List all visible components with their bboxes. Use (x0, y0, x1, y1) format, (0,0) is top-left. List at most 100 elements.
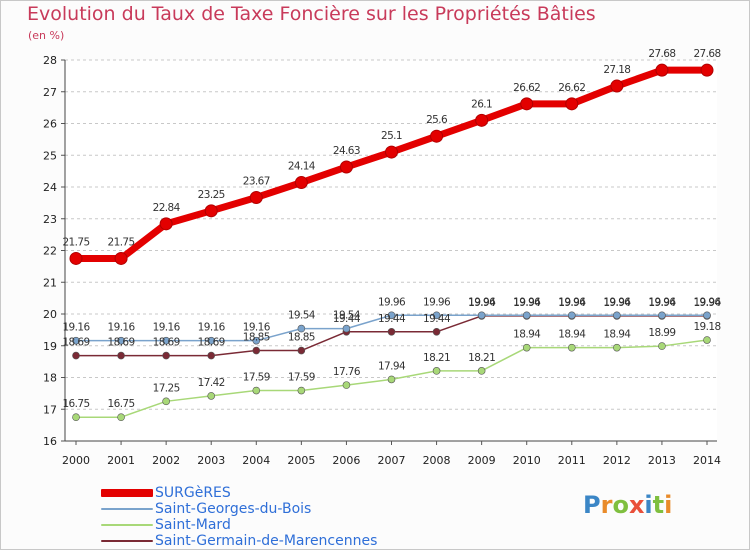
data-point (522, 343, 531, 352)
data-point (655, 63, 669, 77)
data-label: 26.1 (471, 98, 492, 110)
data-label: 24.14 (288, 161, 316, 173)
x-tick-label: 2004 (242, 454, 270, 467)
data-label: 25.1 (381, 130, 402, 142)
x-tick-label: 2001 (107, 454, 135, 467)
x-tick-label: 2012 (603, 454, 631, 467)
data-label: 17.94 (378, 360, 406, 372)
logo-letter: t (652, 491, 665, 519)
x-tick-label: 2008 (423, 454, 451, 467)
y-tick-label: 17 (43, 403, 57, 416)
data-label: 19.96 (648, 296, 676, 308)
data-point (159, 217, 173, 231)
data-point (565, 97, 579, 111)
data-point (339, 160, 353, 174)
data-label: 18.21 (423, 352, 450, 364)
data-point (207, 392, 216, 400)
data-point (117, 351, 125, 360)
data-point (207, 351, 216, 360)
data-label: 19.94 (603, 297, 631, 309)
legend-swatch (101, 489, 153, 497)
data-point (432, 327, 441, 336)
data-label: 19.18 (693, 321, 720, 333)
data-point (658, 311, 666, 320)
data-label: 19.96 (693, 296, 721, 308)
data-label: 16.75 (62, 398, 89, 410)
logo-letter: x (628, 491, 645, 519)
data-point (342, 381, 351, 389)
data-label: 24.63 (333, 145, 360, 157)
y-tick-label: 21 (43, 276, 57, 289)
data-point (252, 336, 261, 345)
data-label: 19.96 (423, 296, 451, 308)
data-label: 25.6 (426, 114, 448, 126)
data-point (567, 343, 576, 352)
legend-label: Saint-Germain-de-Marencennes (155, 533, 378, 549)
y-tick-label: 22 (43, 245, 57, 258)
data-label: 23.25 (198, 189, 225, 201)
data-label: 27.68 (648, 48, 675, 60)
legend-label: Saint-Georges-du-Bois (155, 501, 312, 517)
data-label: 26.62 (558, 82, 585, 94)
data-point (567, 311, 576, 320)
y-tick-label: 26 (43, 118, 57, 131)
data-label: 18.69 (153, 337, 180, 349)
data-point (387, 327, 396, 336)
data-point (297, 386, 306, 395)
data-point (252, 346, 261, 355)
data-point (117, 413, 125, 421)
y-tick-label: 24 (43, 181, 57, 194)
data-label: 19.44 (333, 313, 361, 325)
data-label: 22.84 (153, 202, 181, 214)
legend-label: SURGèRES (155, 485, 231, 501)
data-point (162, 397, 170, 406)
data-point (297, 324, 306, 333)
data-point (162, 336, 170, 345)
data-point (72, 413, 80, 421)
data-label: 17.59 (288, 372, 315, 384)
data-point (610, 79, 624, 93)
data-label: 18.69 (198, 337, 225, 349)
data-point (432, 367, 441, 375)
x-tick-label: 2005 (287, 454, 315, 467)
x-tick-label: 2011 (558, 454, 586, 467)
data-point (430, 129, 444, 143)
data-point (613, 311, 621, 320)
data-point (658, 342, 666, 350)
data-label: 19.16 (153, 322, 181, 334)
data-label: 27.68 (693, 48, 720, 60)
data-point (204, 204, 218, 218)
data-point (294, 176, 308, 190)
data-point (477, 311, 486, 320)
data-point (522, 311, 531, 320)
x-tick-label: 2007 (378, 454, 406, 467)
data-label: 21.75 (62, 236, 89, 248)
x-tick-label: 2014 (693, 454, 721, 467)
data-label: 19.94 (468, 297, 496, 309)
data-label: 19.16 (243, 322, 271, 334)
data-label: 19.54 (333, 310, 361, 322)
data-label: 18.85 (288, 332, 315, 344)
proxiti-logo: Proxiti (583, 491, 672, 519)
data-label: 18.94 (513, 329, 541, 341)
data-point (114, 251, 128, 265)
data-point (249, 190, 263, 204)
data-point (72, 336, 80, 345)
legend-swatch (101, 540, 153, 542)
legend-swatch (101, 508, 153, 510)
data-label: 19.96 (513, 296, 541, 308)
y-tick-label: 25 (43, 149, 57, 162)
data-label: 19.96 (558, 296, 586, 308)
chart-title: Evolution du Taux de Taxe Foncière sur l… (27, 3, 596, 25)
data-label: 16.75 (108, 398, 135, 410)
data-label: 17.76 (333, 366, 361, 378)
logo-letter: i (644, 491, 653, 519)
data-label: 19.96 (603, 296, 631, 308)
data-label: 26.62 (513, 82, 540, 94)
data-label: 18.69 (62, 337, 89, 349)
data-label: 27.18 (603, 64, 630, 76)
y-tick-label: 28 (43, 54, 57, 67)
logo-letter: r (600, 491, 613, 519)
x-tick-label: 2006 (332, 454, 360, 467)
